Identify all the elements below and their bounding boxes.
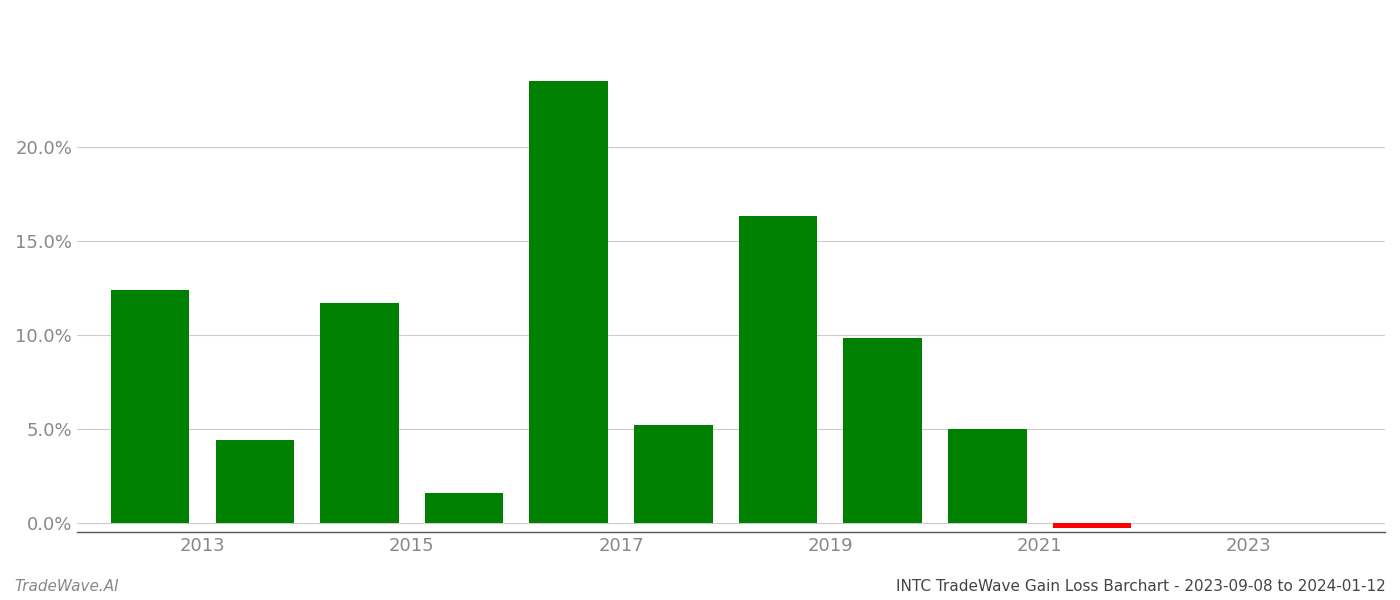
Bar bbox=[216, 440, 294, 523]
Bar bbox=[739, 216, 818, 523]
Bar bbox=[529, 81, 608, 523]
Bar bbox=[111, 290, 189, 523]
Bar bbox=[948, 429, 1026, 523]
Bar bbox=[321, 303, 399, 523]
Bar bbox=[1053, 523, 1131, 529]
Text: TradeWave.AI: TradeWave.AI bbox=[14, 579, 119, 594]
Bar bbox=[843, 338, 923, 523]
Bar bbox=[634, 425, 713, 523]
Text: INTC TradeWave Gain Loss Barchart - 2023-09-08 to 2024-01-12: INTC TradeWave Gain Loss Barchart - 2023… bbox=[896, 579, 1386, 594]
Bar bbox=[424, 493, 504, 523]
